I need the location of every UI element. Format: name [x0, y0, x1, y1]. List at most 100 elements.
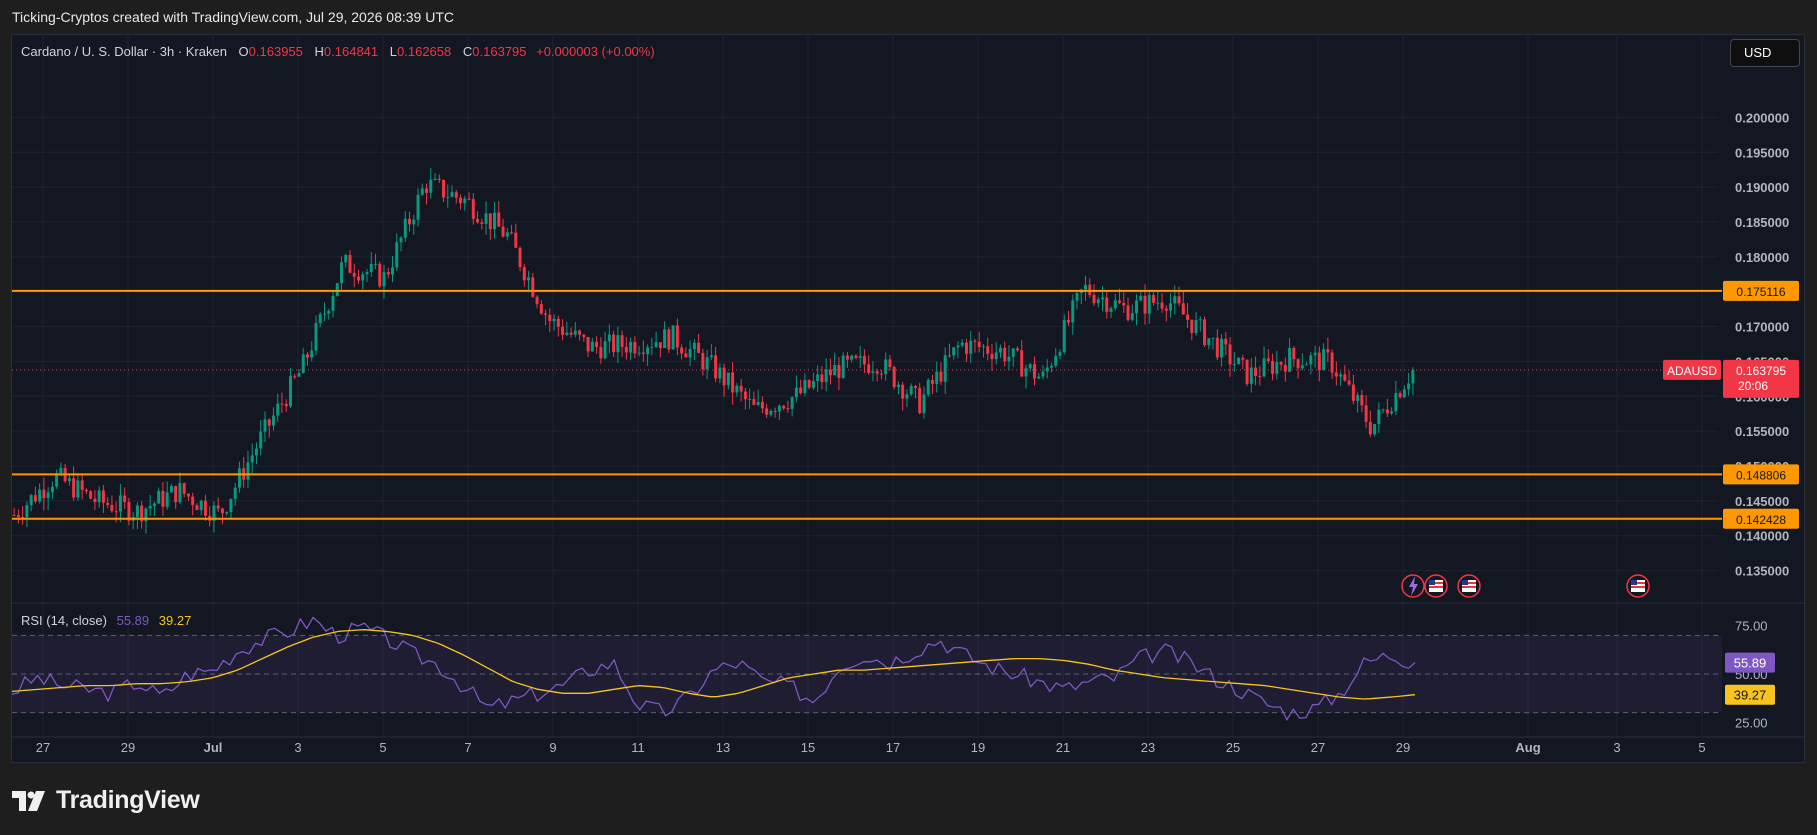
candle: [493, 201, 497, 239]
candle-body: [1007, 356, 1011, 362]
candle-body: [726, 372, 730, 386]
candle-body: [1305, 364, 1309, 366]
candle-body: [501, 226, 505, 237]
time-tick-label: 9: [549, 740, 556, 755]
candle: [518, 246, 522, 272]
candle: [1071, 294, 1075, 335]
candle: [442, 179, 446, 202]
candle-body: [777, 405, 781, 412]
candle: [1381, 408, 1385, 414]
candle: [1296, 358, 1300, 379]
price-tick-label: 0.200000: [1735, 110, 1789, 125]
candle: [386, 267, 390, 279]
time-tick-label: Jul: [204, 740, 223, 755]
candle-body: [182, 483, 186, 494]
candle: [110, 495, 114, 513]
last-price-label: 0.163795: [1736, 364, 1786, 378]
candle-body: [786, 408, 790, 410]
candle-body: [1385, 409, 1389, 414]
candle: [246, 451, 250, 489]
candle-body: [837, 364, 841, 378]
candle: [1347, 370, 1351, 387]
candle-body: [408, 218, 412, 225]
us-flag-icon[interactable]: [1626, 574, 1650, 598]
candle-body: [395, 242, 399, 268]
candle-body: [1326, 349, 1330, 353]
candle: [1088, 278, 1092, 298]
candle-body: [1024, 368, 1028, 377]
currency-button[interactable]: USD: [1730, 39, 1800, 67]
candle: [714, 346, 718, 383]
open-label: O: [238, 44, 249, 59]
candle-body: [1198, 319, 1202, 321]
price-level-tag: [1723, 464, 1799, 485]
candle-body: [399, 237, 403, 243]
candle: [981, 343, 985, 358]
candle: [1245, 359, 1249, 387]
low-value: 0.162658: [397, 44, 452, 59]
candle-body: [403, 218, 407, 238]
candle-body: [1075, 292, 1079, 301]
candle-body: [1377, 409, 1381, 425]
candle: [1186, 302, 1190, 328]
price-tick-label: 0.155000: [1735, 424, 1789, 439]
candle: [1190, 319, 1194, 341]
candle-body: [1020, 350, 1024, 377]
candle-body: [463, 198, 467, 204]
candle: [344, 253, 348, 268]
candle: [1075, 291, 1079, 310]
candle: [322, 302, 326, 322]
candle: [182, 482, 186, 498]
candle-body: [1339, 374, 1343, 377]
candle-body: [288, 376, 292, 407]
candle: [50, 481, 54, 500]
candle-body: [510, 232, 514, 234]
candle-body: [1288, 348, 1292, 372]
candle: [803, 373, 807, 397]
candle-body: [246, 462, 250, 480]
candle: [739, 378, 743, 402]
candle: [658, 342, 662, 358]
candle: [913, 384, 917, 399]
candle-body: [799, 387, 803, 393]
candle-body: [1173, 296, 1177, 304]
candle-body: [199, 500, 203, 511]
candle-body: [565, 332, 569, 335]
candle-body: [896, 384, 900, 388]
candle-body: [97, 490, 101, 503]
candle-body: [165, 492, 169, 507]
candle-body: [816, 374, 820, 381]
candle: [947, 343, 951, 358]
candle: [1356, 392, 1360, 413]
time-tick-label: 3: [1613, 740, 1620, 755]
candle: [76, 474, 80, 501]
candle: [556, 315, 560, 337]
candle: [807, 379, 811, 390]
candle-body: [123, 495, 127, 503]
candle: [799, 379, 803, 395]
tradingview-logo[interactable]: TradingView: [12, 786, 200, 815]
candle-body: [1156, 302, 1160, 304]
candle-body: [386, 272, 390, 275]
candle: [952, 347, 956, 360]
candle: [624, 336, 628, 360]
lightning-icon[interactable]: [1401, 574, 1425, 598]
candle-body: [1343, 374, 1347, 381]
candle: [918, 382, 922, 415]
candle-body: [352, 272, 356, 277]
candle: [84, 488, 88, 495]
candle: [867, 355, 871, 375]
candle: [845, 352, 849, 368]
candle: [361, 271, 365, 290]
candle-body: [629, 341, 633, 353]
candle: [501, 218, 505, 238]
candle: [288, 367, 292, 409]
candle-body: [1194, 320, 1198, 334]
candle-body: [1262, 358, 1266, 377]
candle: [276, 393, 280, 422]
us-flag-icon[interactable]: [1424, 574, 1448, 598]
candle-body: [714, 355, 718, 379]
candle: [1390, 407, 1394, 416]
us-flag-icon[interactable]: [1457, 574, 1481, 598]
